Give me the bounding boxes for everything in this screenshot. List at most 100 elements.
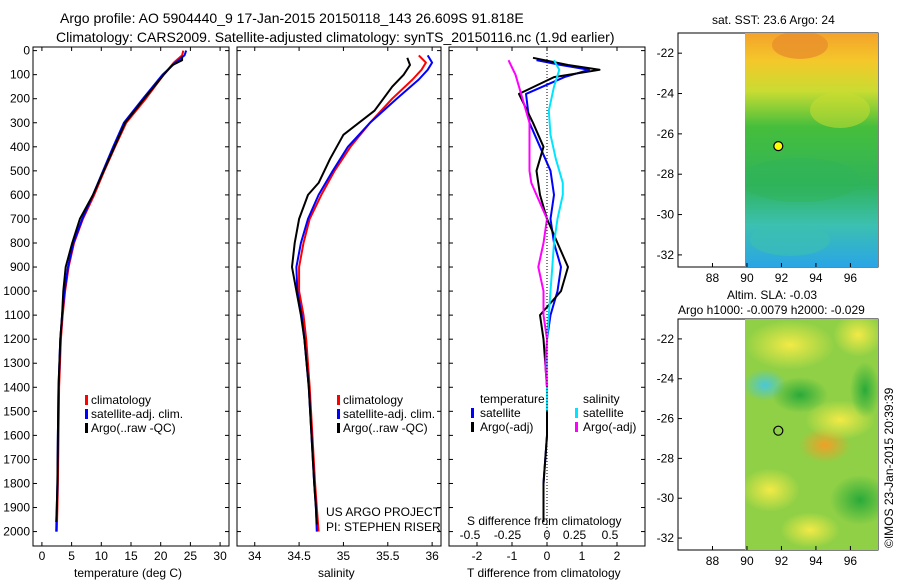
difference-profile-lines	[507, 56, 601, 522]
series-line	[55, 56, 184, 523]
salinity-x-label: salinity	[318, 566, 355, 580]
sla-map-title: Altim. SLA: -0.03	[727, 288, 817, 302]
sla-map-subtitle: Argo h1000: -0.0079 h2000: -0.029	[678, 303, 865, 317]
legend-label: Argo(-adj)	[583, 420, 636, 434]
salinity-difference-label: S difference from climatology	[467, 514, 622, 528]
legend-header-salinity: salinity	[583, 392, 620, 406]
depth-tick-label: 1900	[3, 501, 30, 515]
sst-y-ticks: -22 -24 -26 -28 -30 -32	[657, 46, 682, 262]
legend-swatch-argo	[337, 423, 340, 433]
legend-swatch-temp-satellite	[471, 408, 474, 418]
salinity-panel-frame	[236, 46, 442, 547]
depth-tick-label: 700	[10, 212, 30, 226]
x-tick-label: 2	[614, 549, 621, 563]
sla-heatmap	[745, 319, 878, 550]
project-credit-line-2: PI: STEPHEN RISER	[326, 520, 441, 534]
x-tick-label: 0	[39, 549, 46, 563]
depth-tick-label: 0	[23, 44, 30, 58]
sla-green-patch	[850, 362, 878, 418]
x-tick-label: 1	[579, 549, 586, 563]
depth-tick-label: 800	[10, 236, 30, 250]
sst-float-marker	[773, 141, 784, 152]
legend-label: satellite	[583, 406, 624, 420]
salinity-diff-tick-label: 0	[544, 528, 551, 542]
temperature-x-label: temperature (deg C)	[74, 566, 182, 580]
x-tick-label: 36	[425, 549, 439, 563]
sst-map-title: sat. SST: 23.6 Argo: 24	[712, 13, 835, 27]
legend-label: climatology	[343, 393, 403, 407]
temperature-profile-lines	[55, 50, 188, 532]
salinity-x-ticks: 34 34.5 35 35.5 36	[248, 47, 439, 563]
map-y-tick-label: -30	[657, 208, 675, 222]
x-tick-label: 5	[68, 549, 75, 563]
salinity-diff-tick-label: 0.25	[563, 528, 587, 542]
series-line	[546, 59, 564, 412]
map-y-tick-label: -32	[657, 248, 675, 262]
depth-tick-label: 400	[10, 140, 30, 154]
sla-high-patch	[780, 512, 840, 548]
depth-tick-label: 1800	[3, 476, 30, 490]
salinity-legend: climatology satellite-adj. clim. Argo(..…	[337, 393, 435, 435]
series-line	[291, 57, 411, 525]
temperature-x-ticks: 0 5 10 15 20 25 30	[39, 47, 227, 563]
legend-label: climatology	[91, 393, 151, 407]
depth-tick-label: 1000	[3, 284, 30, 298]
x-tick-label: 30	[213, 549, 227, 563]
legend-swatch-satellite	[337, 409, 340, 419]
legend-swatch-argo	[85, 423, 88, 433]
map-x-tick-label: 94	[809, 554, 823, 568]
depth-tick-label: 1400	[3, 380, 30, 394]
depth-tick-label: 900	[10, 260, 30, 274]
salinity-diff-x-ticks: -0.5 -0.25 0 0.25 0.5	[460, 528, 619, 542]
sst-patch	[750, 224, 830, 256]
series-line	[55, 50, 185, 532]
x-tick-label: 0	[544, 549, 551, 563]
map-x-tick-label: 90	[740, 271, 754, 285]
legend-swatch-sal-satellite	[575, 408, 578, 418]
sla-float-marker	[773, 425, 784, 436]
depth-tick-label: 1700	[3, 452, 30, 466]
legend-label: Argo(..raw -QC)	[91, 421, 176, 435]
x-tick-label: 35.5	[376, 549, 400, 563]
sla-green-patch	[830, 475, 878, 525]
sla-high-patch	[833, 319, 878, 357]
map-y-tick-label: -26	[657, 127, 675, 141]
map-x-tick-label: 88	[706, 554, 720, 568]
x-tick-label: -1	[507, 549, 518, 563]
legend-header-temperature: temperature	[480, 392, 545, 406]
sla-high-patch	[745, 468, 800, 512]
map-x-tick-label: 94	[809, 271, 823, 285]
map-x-tick-label: 90	[740, 554, 754, 568]
depth-tick-label: 1500	[3, 404, 30, 418]
depth-tick-label: 600	[10, 188, 30, 202]
map-y-tick-label: -28	[657, 451, 675, 465]
legend-swatch-temp-argo	[471, 422, 474, 432]
legend-label: satellite-adj. clim.	[91, 407, 183, 421]
project-credit-line-1: US ARGO PROJECT	[326, 505, 441, 519]
depth-axis: 0 100 200 300 400 500 600 700 800 900 1000 1100 1200…	[3, 44, 645, 539]
map-y-tick-label: -24	[657, 372, 675, 386]
legend-swatch-sal-argo	[575, 422, 578, 432]
series-line	[507, 59, 548, 388]
depth-tick-label: 2000	[3, 525, 30, 539]
title-line-1: Argo profile: AO 5904440_9 17-Jan-2015 2…	[60, 10, 524, 26]
sst-patch	[810, 92, 870, 128]
map-y-tick-label: -26	[657, 412, 675, 426]
series-line	[298, 54, 427, 532]
series-line	[295, 54, 434, 532]
imos-stamp: ©IMOS 23-Jan-2015 20:39:39	[882, 387, 896, 548]
depth-tick-label: 300	[10, 116, 30, 130]
legend-label: Argo(-adj)	[480, 420, 533, 434]
legend-swatch-climatology	[85, 395, 88, 405]
x-tick-label: 35	[337, 549, 351, 563]
legend-label: satellite	[480, 406, 521, 420]
sst-heatmap	[745, 33, 878, 267]
map-x-tick-label: 96	[844, 554, 858, 568]
map-x-tick-label: 92	[775, 271, 789, 285]
map-y-tick-label: -22	[657, 332, 675, 346]
depth-tick-label: 500	[10, 164, 30, 178]
x-tick-label: 20	[154, 549, 168, 563]
map-x-tick-label: 88	[706, 271, 720, 285]
sla-green-patch	[772, 377, 828, 413]
map-x-tick-label: 96	[844, 271, 858, 285]
